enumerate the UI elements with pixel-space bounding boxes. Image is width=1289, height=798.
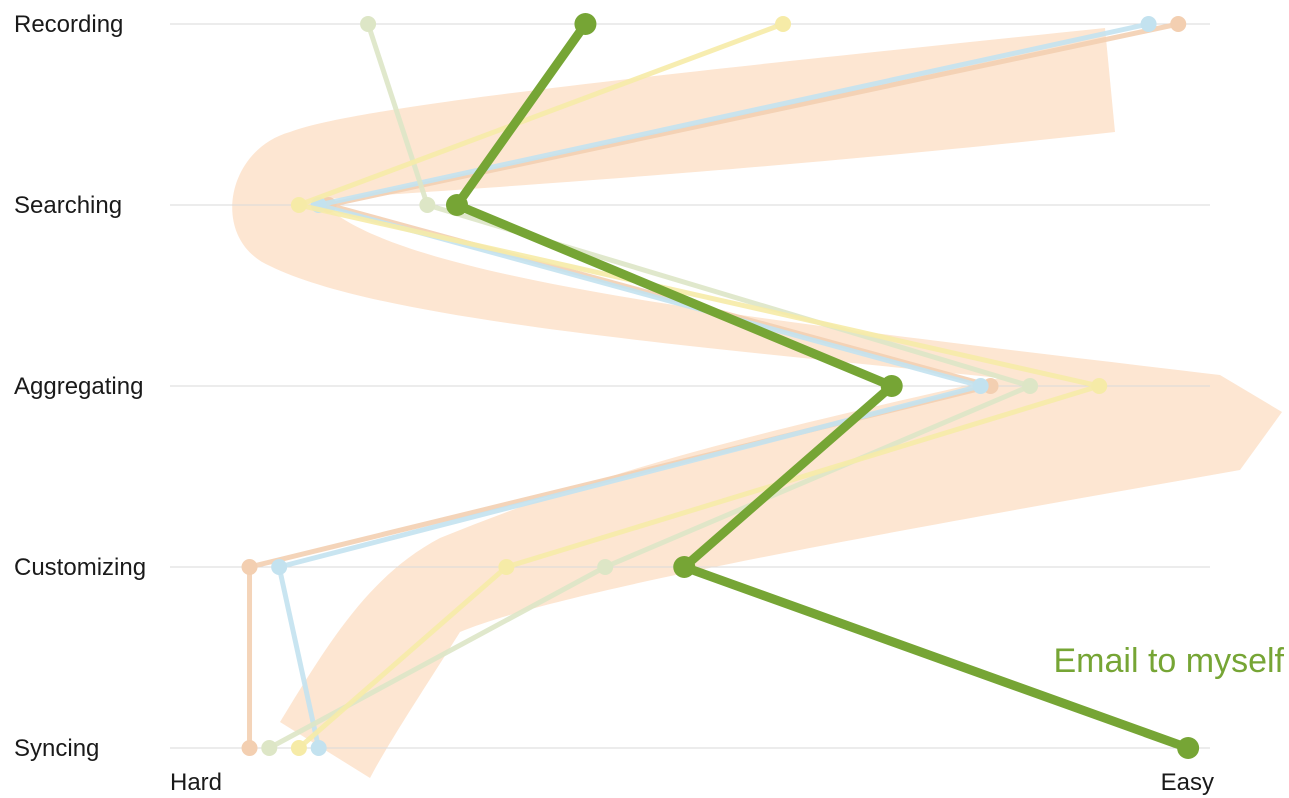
- category-labels: Recording Searching Aggregating Customizing…: [14, 11, 146, 762]
- trend-band: [232, 28, 1283, 778]
- series-2-point-2: [1022, 378, 1039, 394]
- series-1-point-0: [1140, 16, 1157, 32]
- series-3-point-2: [1091, 378, 1108, 394]
- series-4-point-3: [673, 556, 696, 578]
- series-1-point-2: [972, 378, 989, 394]
- series-2-point-0: [360, 16, 377, 32]
- series-4: [446, 13, 1200, 759]
- x-axis-max-label: Easy: [1161, 769, 1214, 796]
- category-label-2: Aggregating: [14, 373, 143, 400]
- series-0-point-4: [241, 740, 258, 756]
- series-4-point-0: [574, 13, 597, 35]
- series-1-point-4: [310, 740, 327, 756]
- series-1: [271, 16, 1157, 756]
- series-3-point-1: [290, 197, 307, 213]
- series-2-point-3: [597, 559, 614, 575]
- series-4-point-4: [1177, 737, 1200, 759]
- x-axis-min-label: Hard: [170, 769, 222, 796]
- series-layer: [241, 13, 1200, 759]
- series-0-point-0: [1170, 16, 1187, 32]
- series-2-point-4: [261, 740, 278, 756]
- category-label-1: Searching: [14, 192, 122, 219]
- series-3-point-4: [290, 740, 307, 756]
- series-2: [261, 16, 1039, 756]
- series-3-point-3: [498, 559, 515, 575]
- series-0-point-3: [241, 559, 258, 575]
- series-4-point-2: [880, 375, 903, 397]
- series-annotation: Email to myself: [1054, 642, 1285, 680]
- category-label-0: Recording: [14, 11, 123, 38]
- series-3-point-0: [775, 16, 792, 32]
- series-2-point-1: [419, 197, 436, 213]
- series-4-point-1: [446, 194, 468, 216]
- category-label-3: Customizing: [14, 554, 146, 581]
- series-1-point-3: [271, 559, 288, 575]
- category-label-4: Syncing: [14, 735, 99, 762]
- series-3: [290, 16, 1108, 756]
